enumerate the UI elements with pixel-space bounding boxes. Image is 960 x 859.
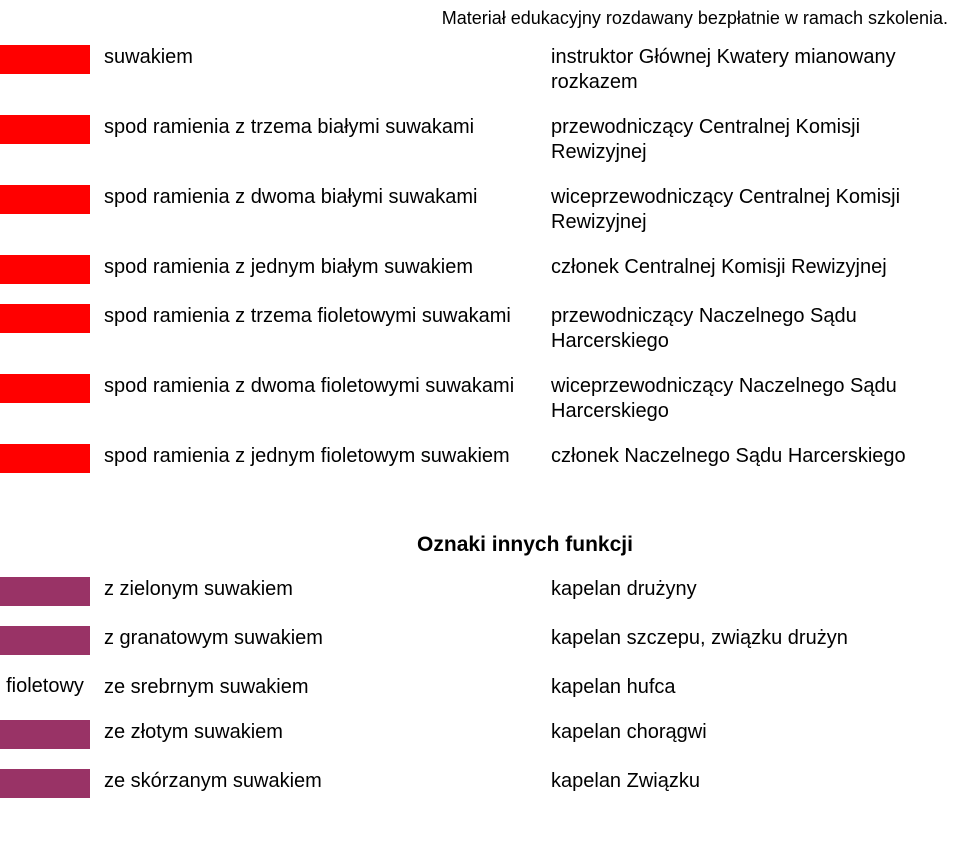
page-header: Materiał edukacyjny rozdawany bezpłatnie… bbox=[0, 0, 960, 45]
table-row: suwakiem instruktor Głównej Kwatery mian… bbox=[0, 45, 960, 95]
cell-right: kapelan szczepu, związku drużyn bbox=[547, 626, 960, 651]
table-row: spod ramienia z jednym białym suwakiem c… bbox=[0, 255, 960, 284]
cell-right: przewodniczący Naczelnego Sądu Harcerski… bbox=[547, 304, 960, 354]
cell-right: kapelan drużyny bbox=[547, 577, 960, 602]
cell-left: spod ramienia z trzema białymi suwakami bbox=[90, 115, 547, 140]
cell-left: spod ramienia z dwoma fioletowymi suwaka… bbox=[90, 374, 547, 399]
color-swatch-red bbox=[0, 255, 90, 284]
cell-left: spod ramienia z jednym fioletowym suwaki… bbox=[90, 444, 547, 469]
table-1: suwakiem instruktor Głównej Kwatery mian… bbox=[0, 45, 960, 473]
section-title: Oznaki innych funkcji bbox=[0, 533, 960, 557]
color-swatch-red bbox=[0, 374, 90, 403]
cell-right: instruktor Głównej Kwatery mianowany roz… bbox=[547, 45, 960, 95]
table-2: z zielonym suwakiem kapelan drużyny z gr… bbox=[0, 577, 960, 798]
cell-left: ze skórzanym suwakiem bbox=[90, 769, 547, 794]
cell-right: kapelan hufca bbox=[547, 675, 960, 700]
cell-left: ze srebrnym suwakiem bbox=[90, 675, 547, 700]
table-row: spod ramienia z dwoma fioletowymi suwaka… bbox=[0, 374, 960, 424]
table-row: ze złotym suwakiem kapelan chorągwi bbox=[0, 720, 960, 749]
table-row: ze skórzanym suwakiem kapelan Związku bbox=[0, 769, 960, 798]
cell-right: wiceprzewodniczący Centralnej Komisji Re… bbox=[547, 185, 960, 235]
cell-right: przewodniczący Centralnej Komisji Rewizy… bbox=[547, 115, 960, 165]
table-row: z granatowym suwakiem kapelan szczepu, z… bbox=[0, 626, 960, 655]
table-row: spod ramienia z trzema białymi suwakami … bbox=[0, 115, 960, 165]
color-swatch-violet bbox=[0, 720, 90, 749]
cell-left: spod ramienia z jednym białym suwakiem bbox=[90, 255, 547, 280]
table-row: spod ramienia z jednym fioletowym suwaki… bbox=[0, 444, 960, 473]
color-swatch-violet bbox=[0, 577, 90, 606]
cell-right: członek Centralnej Komisji Rewizyjnej bbox=[547, 255, 960, 280]
cell-left: suwakiem bbox=[90, 45, 547, 70]
table-row: z zielonym suwakiem kapelan drużyny bbox=[0, 577, 960, 606]
cell-left: spod ramienia z dwoma białymi suwakami bbox=[90, 185, 547, 210]
table-row: fioletowy ze srebrnym suwakiem kapelan h… bbox=[0, 675, 960, 700]
cell-left: spod ramienia z trzema fioletowymi suwak… bbox=[90, 304, 547, 329]
cell-left: ze złotym suwakiem bbox=[90, 720, 547, 745]
cell-right: wiceprzewodniczący Naczelnego Sądu Harce… bbox=[547, 374, 960, 424]
table-row: spod ramienia z trzema fioletowymi suwak… bbox=[0, 304, 960, 354]
color-swatch-red bbox=[0, 45, 90, 74]
color-swatch-violet bbox=[0, 769, 90, 798]
table-row: spod ramienia z dwoma białymi suwakami w… bbox=[0, 185, 960, 235]
color-swatch-red bbox=[0, 304, 90, 333]
color-swatch-violet bbox=[0, 626, 90, 655]
color-swatch-red bbox=[0, 115, 90, 144]
cell-right: kapelan chorągwi bbox=[547, 720, 960, 745]
color-swatch-red bbox=[0, 185, 90, 214]
color-swatch-red bbox=[0, 444, 90, 473]
cell-left: z granatowym suwakiem bbox=[90, 626, 547, 651]
cell-left: z zielonym suwakiem bbox=[90, 577, 547, 602]
cell-right: członek Naczelnego Sądu Harcerskiego bbox=[547, 444, 960, 469]
cell-right: kapelan Związku bbox=[547, 769, 960, 794]
side-label: fioletowy bbox=[0, 675, 90, 698]
page: Materiał edukacyjny rozdawany bezpłatnie… bbox=[0, 0, 960, 798]
